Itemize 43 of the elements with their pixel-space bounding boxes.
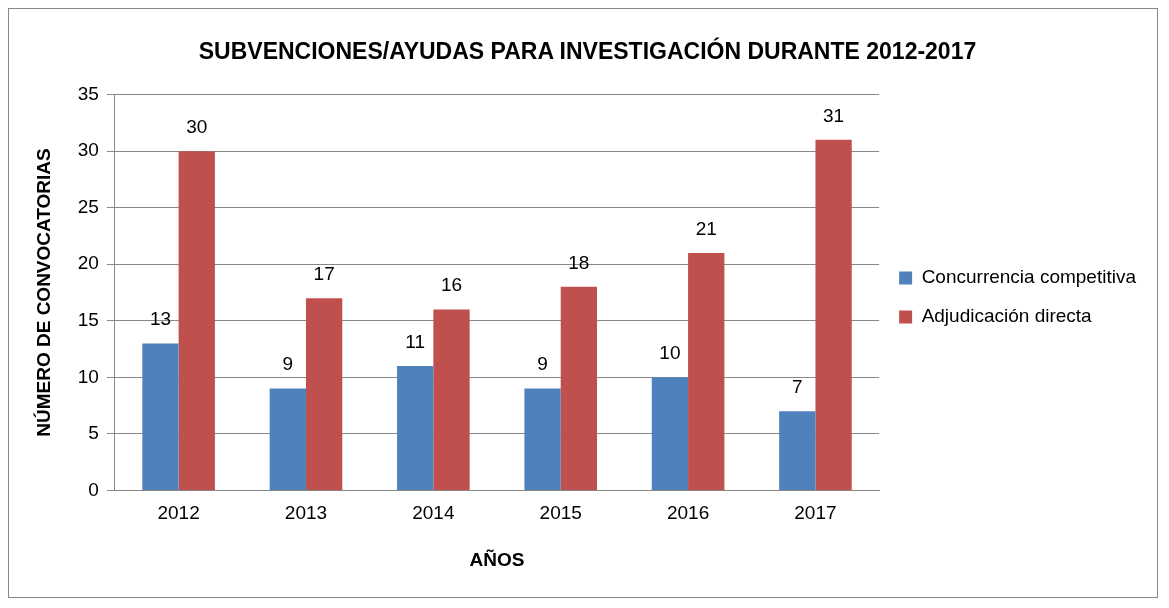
x-tick-label: 2015 [539, 502, 582, 524]
data-label: 18 [568, 251, 590, 273]
y-tick-label: 15 [77, 309, 99, 331]
y-tick-label: 30 [77, 139, 99, 161]
bar [524, 388, 561, 490]
data-label: 31 [823, 104, 845, 126]
data-label: 16 [440, 274, 463, 296]
y-tick-label: 10 [77, 365, 99, 387]
bar [397, 366, 434, 490]
data-label: 7 [792, 375, 803, 397]
x-tick-label: 2012 [157, 502, 200, 524]
x-tick-label: 2017 [794, 502, 837, 524]
bar [815, 139, 852, 490]
y-tick-label: 25 [77, 195, 99, 217]
x-axis-title: AÑOS [469, 548, 525, 570]
bar [779, 411, 816, 490]
x-tick-label: 2014 [412, 502, 455, 524]
data-label: 30 [186, 115, 208, 137]
bar [560, 286, 598, 490]
data-label: 21 [695, 217, 717, 239]
legend-label: Concurrencia competitiva [921, 266, 1137, 288]
y-axis-title: NÚMERO DE CONVOCATORIAS [32, 148, 54, 437]
bar [178, 151, 215, 490]
x-tick-label: 2016 [666, 502, 710, 524]
data-label: 11 [405, 330, 426, 352]
y-tick-label: 35 [77, 82, 99, 104]
bar [269, 388, 306, 490]
bar [142, 343, 179, 490]
y-tick-label: 20 [77, 252, 99, 274]
legend-label: Adjudicación directa [921, 305, 1093, 327]
data-label: 17 [313, 262, 335, 284]
bar [305, 298, 343, 490]
y-tick-label: 5 [88, 422, 99, 444]
data-label: 13 [149, 308, 172, 330]
x-tick-label: 2013 [284, 502, 328, 524]
bar [433, 309, 470, 490]
data-label: 9 [282, 353, 294, 375]
data-label: 9 [537, 353, 548, 375]
bar [688, 252, 725, 490]
chart-title: SUBVENCIONES/AYUDAS PARA INVESTIGACIÓN DURANTE 2012-2017 [198, 37, 977, 65]
y-tick-label: 0 [88, 478, 99, 500]
bar [651, 377, 689, 490]
data-label: 10 [659, 342, 681, 364]
